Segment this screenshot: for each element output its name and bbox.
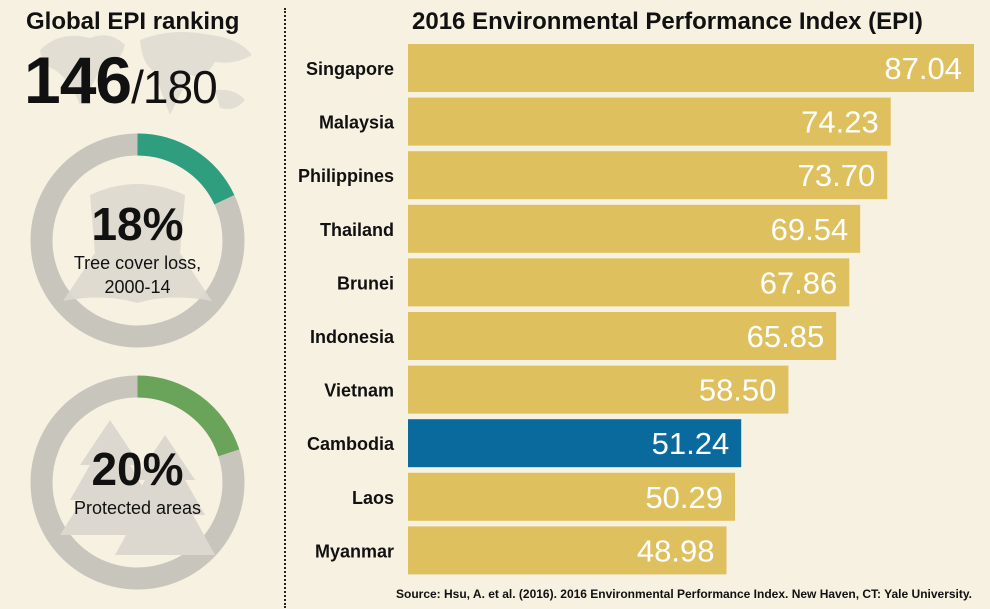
category-label: Indonesia	[310, 327, 395, 347]
value-label: 74.23	[801, 105, 879, 140]
protected-ring-fill	[137, 375, 240, 457]
category-label: Philippines	[298, 166, 394, 186]
category-label: Brunei	[337, 273, 394, 293]
pine-trees-icon	[60, 420, 215, 555]
value-label: 48.98	[637, 533, 715, 568]
value-label: 50.29	[645, 480, 723, 515]
value-label: 67.86	[760, 265, 838, 300]
value-label: 51.24	[652, 426, 730, 461]
tree-cover-donut	[30, 133, 245, 348]
tree-cover-text: 18% Tree cover loss, 2000-14	[30, 197, 245, 299]
category-label: Malaysia	[319, 113, 395, 133]
value-label: 58.50	[699, 373, 777, 408]
tree-stump-icon	[63, 184, 212, 303]
value-label: 69.54	[771, 212, 849, 247]
bar	[408, 258, 850, 307]
left-panel: Global EPI ranking 146/180 18% Tree cove…	[0, 0, 285, 609]
bar	[408, 526, 727, 575]
tree-cover-percent: 18%	[91, 198, 184, 250]
bar-chart: Singapore 87.04 Malaysia 74.23 Philippines 73…	[298, 44, 974, 575]
bar	[408, 472, 736, 521]
protected-label: Protected areas	[73, 498, 202, 518]
tree-cover-ring-fill	[137, 133, 235, 205]
tree-cover-label-1: Tree cover loss,	[73, 253, 202, 273]
category-label: Vietnam	[324, 381, 394, 401]
bar	[408, 151, 888, 200]
protected-percent: 20%	[91, 443, 184, 495]
tree-cover-label-2: 2000-14	[104, 277, 171, 297]
category-label: Myanmar	[315, 541, 394, 561]
category-label: Cambodia	[307, 434, 395, 454]
bar	[408, 312, 837, 360]
divider	[284, 8, 286, 608]
bar	[408, 44, 974, 92]
chart-title: 2016 Environmental Performance Index (EP…	[412, 8, 923, 63]
ranking-number: 146	[24, 43, 132, 117]
bar	[408, 365, 789, 414]
bar	[408, 419, 742, 468]
category-label: Laos	[352, 488, 394, 508]
bar	[408, 204, 861, 253]
protected-areas-donut	[30, 375, 245, 590]
category-label: Singapore	[306, 59, 394, 79]
source-note: Source: Hsu, A. et al. (2016). 2016 Envi…	[396, 587, 972, 601]
category-label: Thailand	[320, 220, 394, 240]
protected-text: 20% Protected areas	[30, 442, 245, 520]
value-label: 73.70	[798, 158, 876, 193]
ranking-total: /180	[131, 61, 218, 113]
bar	[408, 97, 891, 146]
world-map-icon	[40, 32, 252, 115]
value-label: 65.85	[747, 319, 825, 354]
value-label: 87.04	[884, 51, 962, 86]
ranking-value: 146/180	[24, 42, 218, 118]
ranking-title: Global EPI ranking	[26, 8, 240, 35]
